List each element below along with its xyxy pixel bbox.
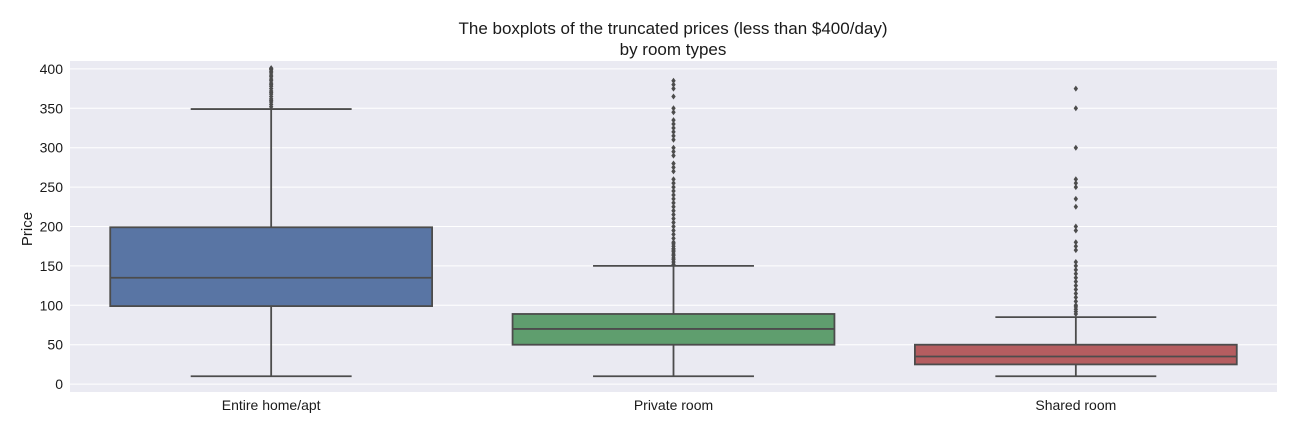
outlier-point [671,105,676,112]
outlier-point [671,231,676,238]
x-tick-label: Entire home/apt [222,397,321,413]
outlier-point [1073,270,1079,277]
outlier-point [671,152,676,159]
y-tick-label: 50 [47,337,63,353]
outlier-point [671,199,676,206]
outlier-point [1073,274,1079,281]
outlier-point [1073,262,1079,269]
outlier-point [671,128,676,135]
outlier-point [671,176,676,183]
outlier-point [1073,298,1079,305]
outlier-point [1073,223,1079,230]
outlier-point [671,160,676,167]
outlier-point [671,191,676,198]
outlier-point [1073,239,1079,246]
outlier-point [671,81,676,88]
outlier-point [671,148,676,155]
outlier-point [671,235,676,242]
outlier-point [671,219,676,226]
y-tick-label: 300 [40,140,64,156]
y-tick-label: 400 [40,61,64,77]
outlier-point [671,144,676,151]
y-tick-label: 0 [55,376,63,392]
outlier-point [671,93,676,100]
y-tick-label: 350 [40,100,64,116]
x-tick-label: Shared room [1035,397,1116,413]
outlier-point [1073,176,1079,183]
outlier-point [268,65,274,72]
outlier-point [671,136,676,143]
y-axis-label: Price [19,212,36,246]
outlier-point [1073,180,1079,187]
y-tick-label: 100 [40,297,64,313]
chart-title: The boxplots of the truncated prices (le… [458,19,887,38]
box-iqr [109,226,433,307]
outlier-point [671,207,676,214]
box-iqr [914,343,1238,366]
outlier-point [671,239,676,246]
outlier-point [671,124,676,131]
outlier-point [1073,203,1079,210]
outlier-point [671,109,676,116]
outlier-point [671,188,676,195]
outlier-point [671,77,676,84]
outlier-point [671,117,676,124]
outlier-point [1073,286,1079,293]
outlier-point [671,168,676,175]
outlier-point [671,203,676,210]
outlier-point [1073,278,1079,285]
outlier-point [671,132,676,139]
outlier-point [671,211,676,218]
outlier-point [1073,282,1079,289]
outlier-point [1073,266,1079,273]
outlier-point [1073,243,1079,250]
outlier-point [671,195,676,202]
outlier-point [1073,247,1079,254]
outlier-point [1073,85,1079,92]
outlier-point [671,85,676,92]
outlier-point [1073,144,1079,151]
outlier-point [1073,184,1079,191]
outlier-point [1073,258,1079,265]
outlier-point [1073,294,1079,301]
outlier-point [671,180,676,187]
outlier-point [1073,195,1079,202]
outlier-point [671,215,676,222]
outlier-point [1073,302,1079,309]
outlier-point [671,223,676,230]
outlier-point [1073,105,1079,112]
outlier-point [1073,290,1079,297]
outlier-point [671,184,676,191]
x-tick-label: Private room [634,397,713,413]
y-tick-label: 200 [40,219,64,235]
outlier-point [671,121,676,128]
outlier-point [1073,227,1079,234]
y-tick-label: 150 [40,258,64,274]
chart-subtitle: by room types [620,40,727,59]
outlier-point [671,227,676,234]
outlier-point [671,164,676,171]
y-tick-label: 250 [40,179,64,195]
